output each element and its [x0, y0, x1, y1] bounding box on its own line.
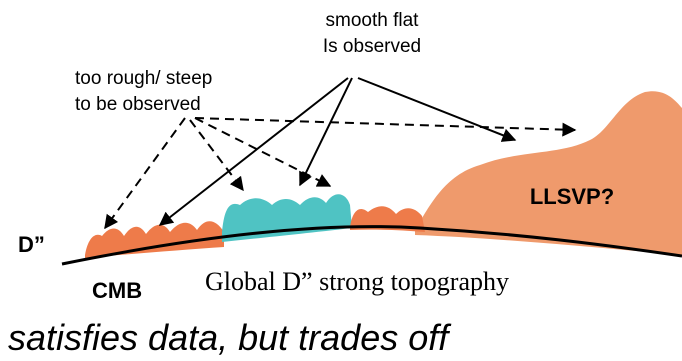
diagram: smooth flat Is observed too rough/ steep… — [0, 0, 682, 361]
label: CMB — [92, 278, 142, 303]
label: Is observed — [323, 36, 421, 57]
label: LLSVP? — [530, 184, 614, 209]
label: smooth flat — [326, 10, 420, 31]
caption: satisfies data, but trades off — [8, 317, 452, 358]
label: D” — [18, 232, 45, 257]
label: to be observed — [75, 94, 201, 115]
label: Global D” strong topography — [205, 267, 509, 296]
label: too rough/ steep — [75, 68, 212, 89]
